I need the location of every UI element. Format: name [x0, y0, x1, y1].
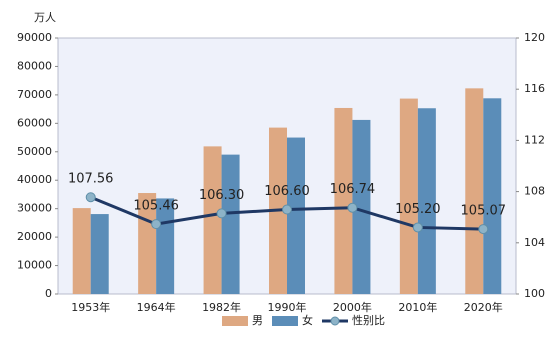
y2-tick-label: 100	[524, 287, 545, 300]
y-tick-label: 40000	[17, 173, 52, 186]
y-tick-label: 90000	[17, 31, 52, 44]
y-tick-label: 60000	[17, 116, 52, 129]
marker	[282, 204, 292, 215]
legend-label: 性别比	[352, 313, 385, 327]
y-tick-label: 0	[45, 287, 52, 300]
x-tick-label: 1990年	[268, 300, 307, 314]
bar	[465, 88, 484, 294]
value-label: 106.30	[199, 188, 245, 203]
legend-marker	[330, 316, 340, 326]
bar	[417, 108, 436, 294]
x-tick-label: 2020年	[464, 300, 503, 314]
value-label: 106.60	[264, 184, 310, 199]
x-tick-label: 2000年	[333, 300, 372, 314]
bar	[352, 119, 371, 294]
value-label: 105.07	[461, 204, 507, 219]
legend-swatch	[272, 316, 298, 326]
bar	[399, 98, 418, 294]
y2-tick-label: 112	[524, 133, 545, 146]
y-tick-label: 20000	[17, 230, 52, 243]
bar	[72, 208, 91, 294]
y2-tick-label: 116	[524, 82, 545, 95]
marker	[347, 202, 358, 213]
y-tick-label: 80000	[17, 59, 52, 72]
y2-tick-label: 104	[524, 236, 545, 249]
bar	[90, 214, 109, 294]
value-label: 107.56	[68, 172, 114, 187]
value-label: 106.74	[330, 182, 376, 197]
marker	[151, 219, 162, 230]
y-unit-label: 万人	[34, 11, 56, 24]
legend-label: 男	[252, 314, 263, 327]
x-tick-label: 1953年	[71, 300, 110, 314]
value-label: 105.46	[133, 199, 179, 214]
bar	[334, 107, 353, 295]
marker	[85, 192, 96, 203]
marker	[412, 222, 423, 233]
bar	[483, 98, 502, 295]
y2-tick-label: 108	[524, 185, 545, 198]
y2-tick-label: 120	[524, 31, 545, 44]
marker	[478, 224, 489, 235]
legend-swatch	[222, 316, 248, 326]
marker	[216, 208, 227, 219]
legend-label: 女	[302, 313, 313, 327]
y-tick-label: 10000	[17, 259, 52, 272]
x-tick-label: 1982年	[202, 300, 241, 314]
y-tick-label: 70000	[17, 88, 52, 101]
value-label: 105.20	[395, 202, 441, 217]
y-tick-label: 50000	[17, 145, 52, 158]
y-tick-label: 30000	[17, 202, 52, 215]
x-tick-label: 1964年	[137, 300, 176, 314]
bar	[221, 154, 240, 294]
bar	[203, 146, 222, 294]
bar	[287, 137, 305, 294]
x-tick-label: 2010年	[398, 300, 437, 314]
